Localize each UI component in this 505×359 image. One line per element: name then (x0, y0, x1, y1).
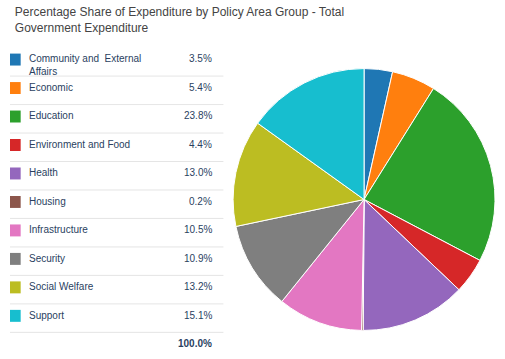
svg-text:Security: Security (29, 253, 65, 264)
svg-text:Health: Health (29, 167, 58, 178)
svg-text:10.5%: 10.5% (184, 224, 212, 235)
svg-text:Social Welfare: Social Welfare (29, 281, 94, 292)
svg-text:Housing: Housing (29, 196, 66, 207)
svg-text:Infrastructure: Infrastructure (29, 224, 88, 235)
svg-text:13.0%: 13.0% (184, 167, 212, 178)
svg-text:Support: Support (29, 310, 64, 321)
svg-text:5.4%: 5.4% (189, 82, 212, 93)
svg-text:Education: Education (29, 110, 73, 121)
svg-text:23.8%: 23.8% (184, 110, 212, 121)
svg-text:10.9%: 10.9% (184, 253, 212, 264)
svg-text:0.2%: 0.2% (189, 196, 212, 207)
svg-text:100.0%: 100.0% (178, 338, 212, 349)
svg-text:4.4%: 4.4% (189, 139, 212, 150)
svg-text:Economic: Economic (29, 82, 73, 93)
svg-text:15.1%: 15.1% (184, 310, 212, 321)
svg-text:13.2%: 13.2% (184, 281, 212, 292)
svg-text:3.5%: 3.5% (189, 53, 212, 64)
svg-text:Percentage Share of Expenditur: Percentage Share of Expenditure by Polic… (15, 5, 344, 35)
svg-text:Community and ExternalAffairs: Community and ExternalAffairs (29, 53, 141, 77)
svg-text:Environment and Food: Environment and Food (29, 139, 130, 150)
